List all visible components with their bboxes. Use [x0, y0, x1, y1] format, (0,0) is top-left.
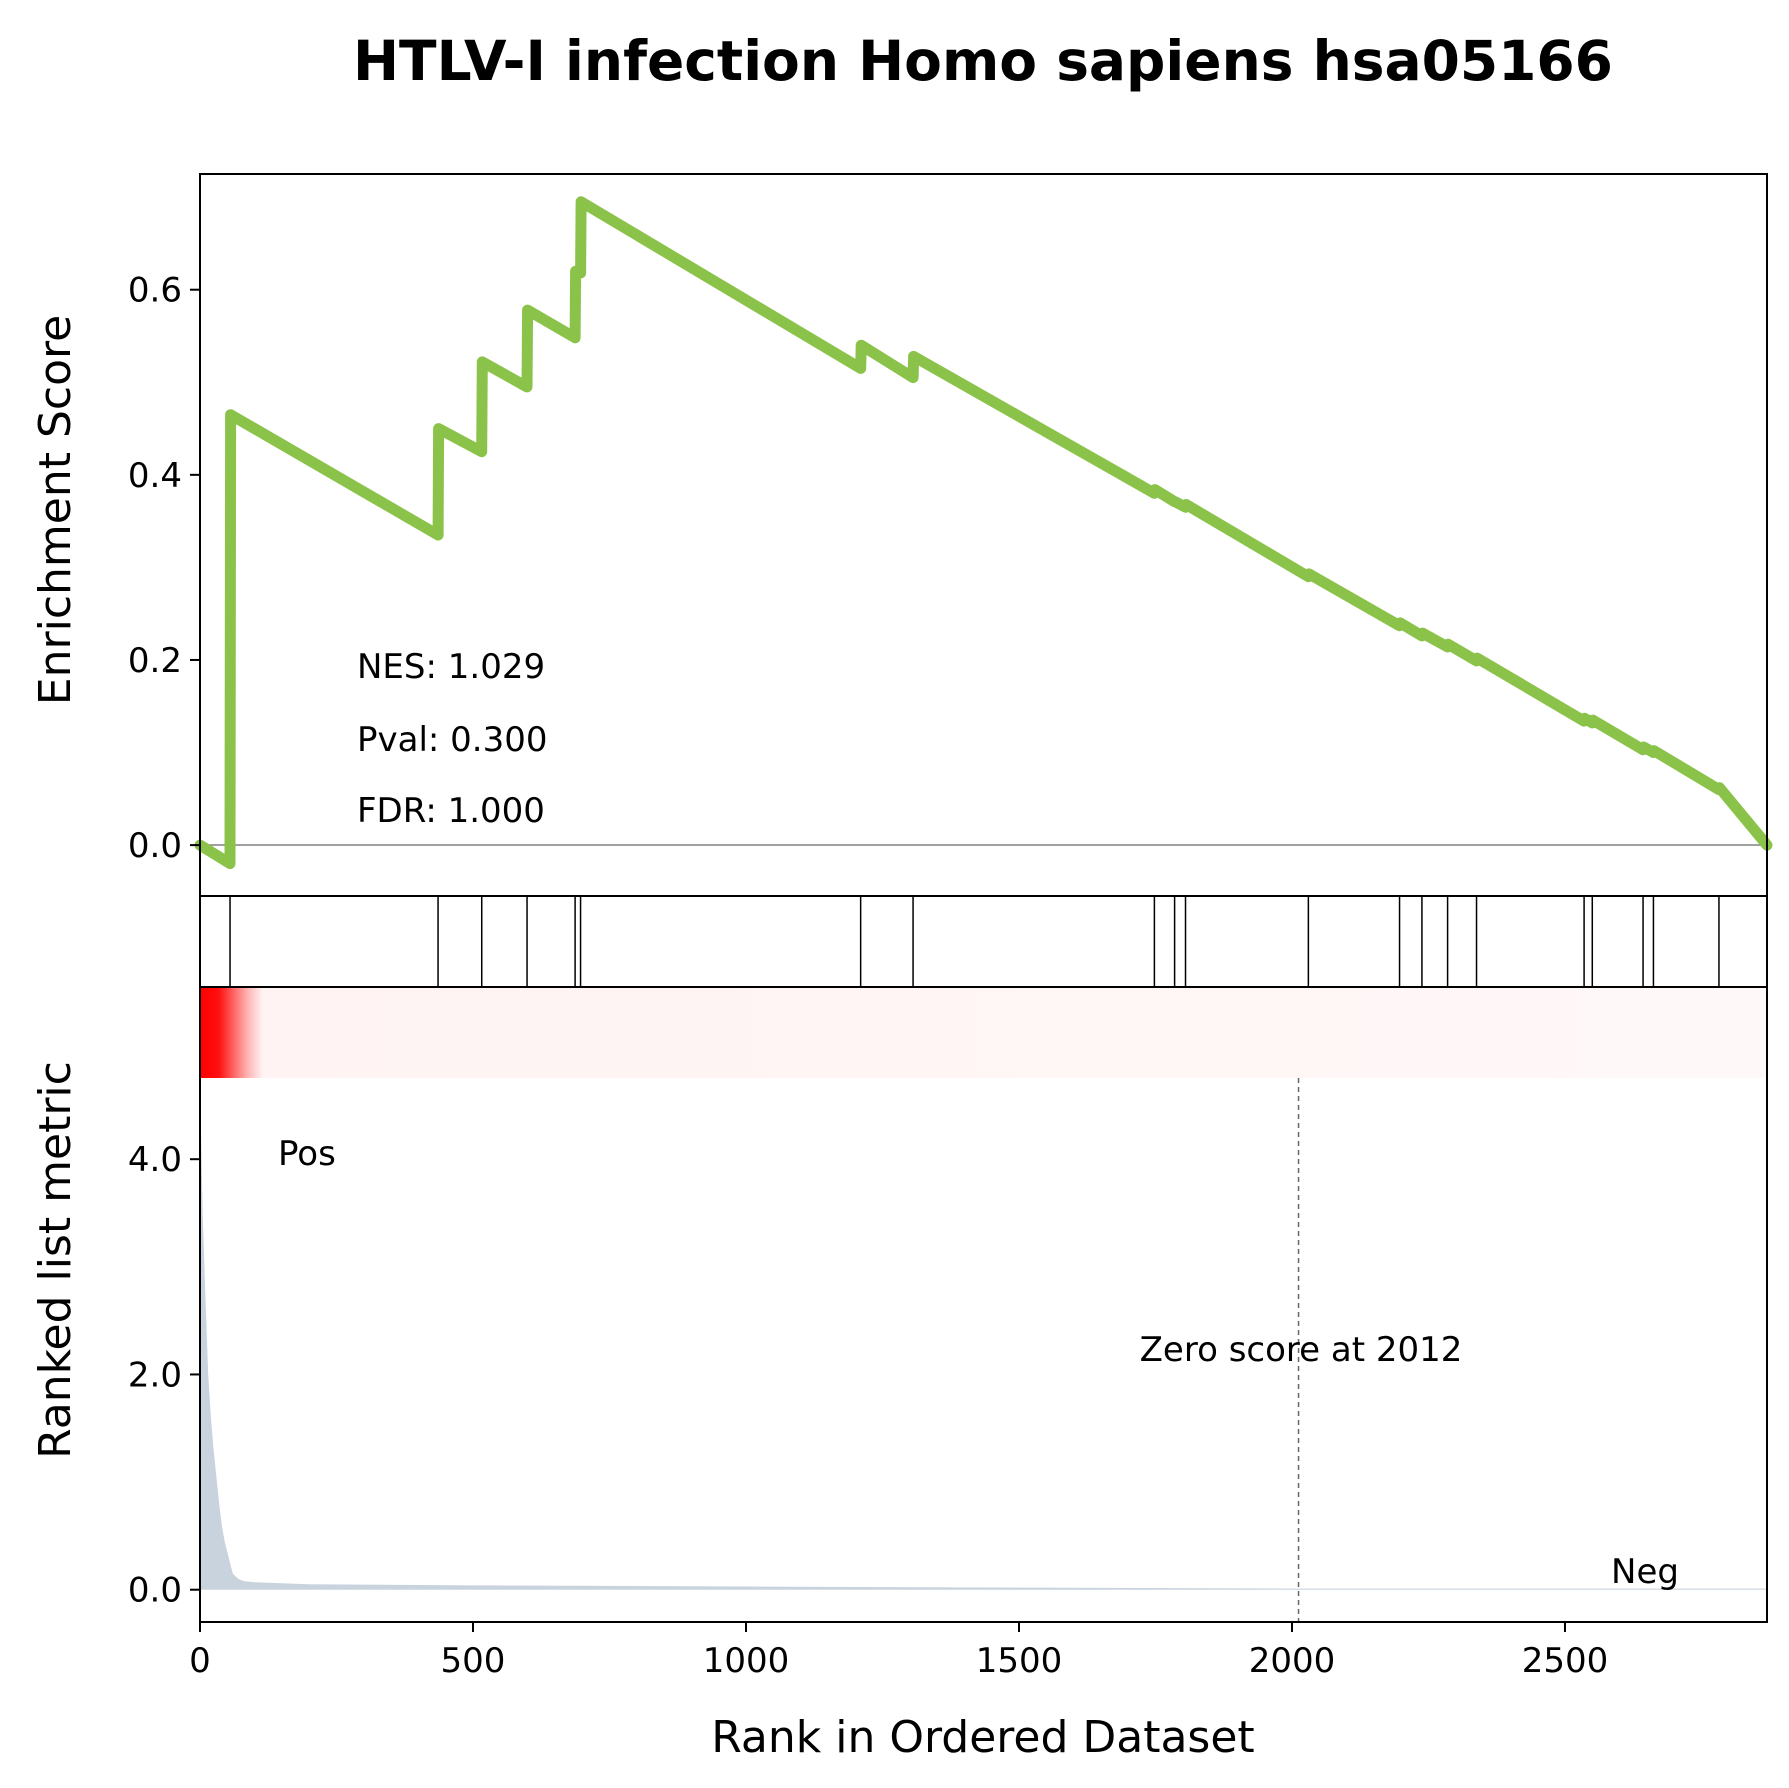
x-tick-label: 0 [189, 1641, 211, 1681]
neg-label: Neg [1611, 1552, 1679, 1592]
rank-metric-area [200, 1062, 1767, 1590]
x-tick-label: 500 [441, 1641, 506, 1681]
rank-y-axis-title: Ranked list metric [30, 1061, 81, 1459]
x-tick-label: 2000 [1249, 1641, 1336, 1681]
es-y-axis: 0.0 0.2 0.4 0.6 [128, 271, 200, 866]
stat-pval: Pval: 0.300 [357, 720, 548, 760]
pos-label: Pos [278, 1134, 336, 1174]
rank-y-tick-label: 0.0 [128, 1571, 182, 1611]
hits-panel-frame [199, 895, 1768, 988]
rank-y-axis: 0.0 2.0 4.0 [128, 1140, 200, 1611]
stat-fdr: FDR: 1.000 [357, 791, 545, 831]
x-axis: 0 500 1000 1500 2000 2500 [189, 1622, 1608, 1681]
hits-panel [199, 895, 1768, 988]
es-panel: 0.0 0.2 0.4 0.6 NES: 1.029 Pval: 0.300 FDR:… [30, 173, 1773, 897]
es-line [194, 196, 1773, 870]
rank-panel: Zero score at 2012 Pos Neg 0.0 2.0 4.0 Ran… [30, 986, 1768, 1623]
es-y-tick-label: 0.6 [128, 271, 182, 311]
rank-y-tick-label: 4.0 [128, 1140, 182, 1180]
x-tick-label: 1500 [976, 1641, 1063, 1681]
es-y-axis-title: Enrichment Score [30, 315, 81, 705]
x-axis-title: Rank in Ordered Dataset [711, 1712, 1254, 1763]
rank-y-tick-label: 2.0 [128, 1355, 182, 1395]
x-tick-label: 1000 [703, 1641, 790, 1681]
es-y-tick-label: 0.2 [128, 641, 182, 681]
es-y-tick-label: 0.4 [128, 456, 182, 496]
heatmap-band [200, 987, 1767, 1078]
es-y-tick-label: 0.0 [128, 826, 182, 866]
chart-title: HTLV-I infection Homo sapiens hsa05166 [353, 29, 1613, 93]
zero-score-label: Zero score at 2012 [1140, 1330, 1463, 1370]
rank-panel-frame [199, 986, 1768, 1623]
stat-nes: NES: 1.029 [357, 647, 545, 687]
x-tick-label: 2500 [1522, 1641, 1609, 1681]
